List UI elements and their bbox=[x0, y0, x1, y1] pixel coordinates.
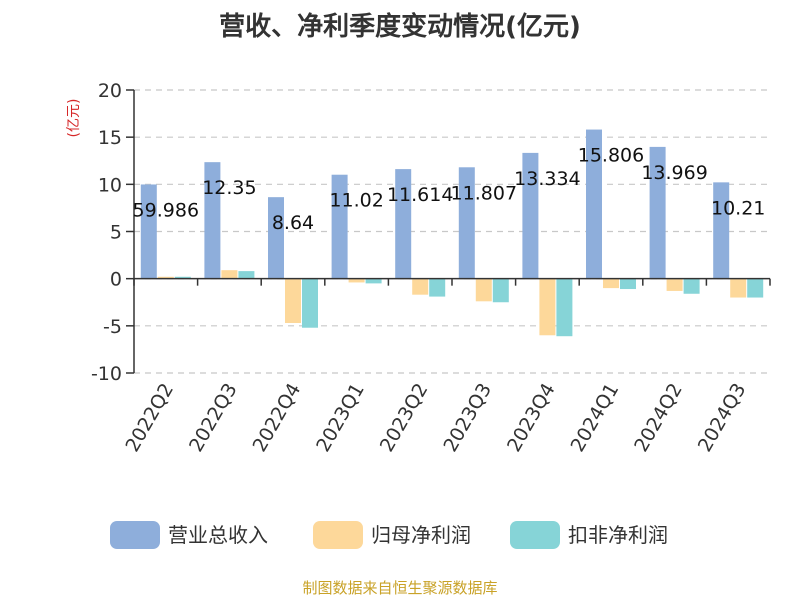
bar-2022Q4-s2 bbox=[302, 278, 318, 328]
bar-2024Q1-s1 bbox=[603, 278, 619, 289]
bar-2024Q2-s2 bbox=[683, 278, 700, 294]
y-tick-label: 20 bbox=[98, 80, 122, 102]
x-axis-ticks: 2022Q2 2022Q3 2022Q4 2023Q1 2023Q2 2023Q3 2023… bbox=[121, 380, 750, 456]
bar-2022Q2-s1 bbox=[157, 276, 174, 279]
bar-2022Q4-s0 bbox=[268, 197, 284, 279]
x-tick-label: 2022Q2 bbox=[121, 380, 178, 456]
x-tick-label: 2024Q2 bbox=[630, 380, 687, 456]
y-tick-label: -5 bbox=[103, 316, 122, 338]
legend: 营业总收入 归母净利润 扣非净利润 bbox=[110, 521, 668, 549]
bar-2023Q1-s1 bbox=[348, 278, 365, 283]
y-axis-ticks: 20 15 10 5 0 -5 -10 bbox=[91, 80, 134, 385]
legend-label: 营业总收入 bbox=[168, 523, 268, 547]
legend-swatch bbox=[110, 521, 160, 549]
bar-2023Q3-s1 bbox=[475, 278, 492, 302]
x-tick-label: 2023Q3 bbox=[439, 380, 496, 456]
data-label: 10.21 bbox=[711, 197, 765, 219]
bar-2023Q2-s1 bbox=[412, 278, 429, 295]
y-tick-label: 10 bbox=[98, 174, 122, 196]
data-label: 15.806 bbox=[578, 145, 644, 167]
data-label: 13.969 bbox=[641, 162, 707, 184]
bar-2023Q4-s0 bbox=[522, 152, 539, 279]
bar-2022Q4-s1 bbox=[285, 278, 301, 324]
bar-2024Q1-s2 bbox=[620, 278, 636, 290]
data-label: 8.64 bbox=[272, 212, 314, 234]
bar-2022Q3-s2 bbox=[238, 271, 255, 279]
bar-2023Q4-s1 bbox=[539, 278, 556, 336]
data-label: 12.35 bbox=[202, 177, 256, 199]
y-tick-label: 0 bbox=[110, 269, 122, 291]
data-label: 59.986 bbox=[133, 199, 199, 221]
x-tick-label: 2023Q4 bbox=[503, 380, 560, 456]
bar-2022Q2-s0 bbox=[140, 184, 157, 279]
legend-swatch bbox=[510, 521, 560, 549]
bars bbox=[140, 129, 764, 337]
bar-2023Q3-s2 bbox=[492, 278, 509, 303]
axes bbox=[133, 90, 771, 373]
legend-swatch bbox=[313, 521, 363, 549]
legend-label: 扣非净利润 bbox=[568, 523, 668, 547]
source-note: 制图数据来自恒生聚源数据库 bbox=[302, 579, 497, 597]
legend-label: 归母净利润 bbox=[371, 523, 471, 547]
bar-2024Q2-s1 bbox=[666, 278, 683, 291]
y-axis-unit: (亿元) bbox=[66, 99, 82, 138]
x-tick-label: 2022Q4 bbox=[249, 380, 306, 456]
y-tick-label: 15 bbox=[98, 127, 122, 149]
bar-2024Q3-s2 bbox=[747, 278, 764, 298]
y-tick-label: -10 bbox=[91, 363, 122, 385]
bar-2023Q3-s0 bbox=[458, 167, 475, 279]
x-tick-label: 2024Q1 bbox=[567, 380, 624, 456]
x-tick-label: 2022Q3 bbox=[185, 380, 242, 456]
y-tick-label: 5 bbox=[110, 222, 122, 244]
bar-2023Q4-s2 bbox=[556, 278, 573, 337]
bar-2022Q3-s1 bbox=[221, 270, 238, 279]
bar-2024Q3-s0 bbox=[713, 182, 730, 279]
bar-2022Q2-s2 bbox=[174, 276, 191, 279]
chart-title: 营收、净利季度变动情况(亿元) bbox=[219, 11, 581, 42]
bar-2022Q3-s0 bbox=[204, 162, 221, 279]
bar-2024Q3-s1 bbox=[730, 278, 747, 298]
bar-2023Q1-s0 bbox=[331, 174, 348, 279]
data-label: 11.807 bbox=[451, 182, 517, 204]
bar-2023Q2-s2 bbox=[429, 278, 446, 297]
bar-2023Q1-s2 bbox=[365, 278, 382, 284]
x-tick-label: 2023Q1 bbox=[312, 380, 369, 456]
bar-2023Q2-s0 bbox=[395, 169, 412, 279]
bar-2024Q1-s0 bbox=[586, 129, 602, 279]
data-label: 13.334 bbox=[514, 168, 580, 190]
data-label: 11.614 bbox=[387, 184, 453, 206]
bar-2024Q2-s0 bbox=[649, 146, 666, 279]
data-label: 11.02 bbox=[329, 190, 383, 212]
grid-lines bbox=[134, 89, 770, 374]
x-tick-label: 2024Q3 bbox=[694, 380, 751, 456]
x-tick-label: 2023Q2 bbox=[376, 380, 433, 456]
